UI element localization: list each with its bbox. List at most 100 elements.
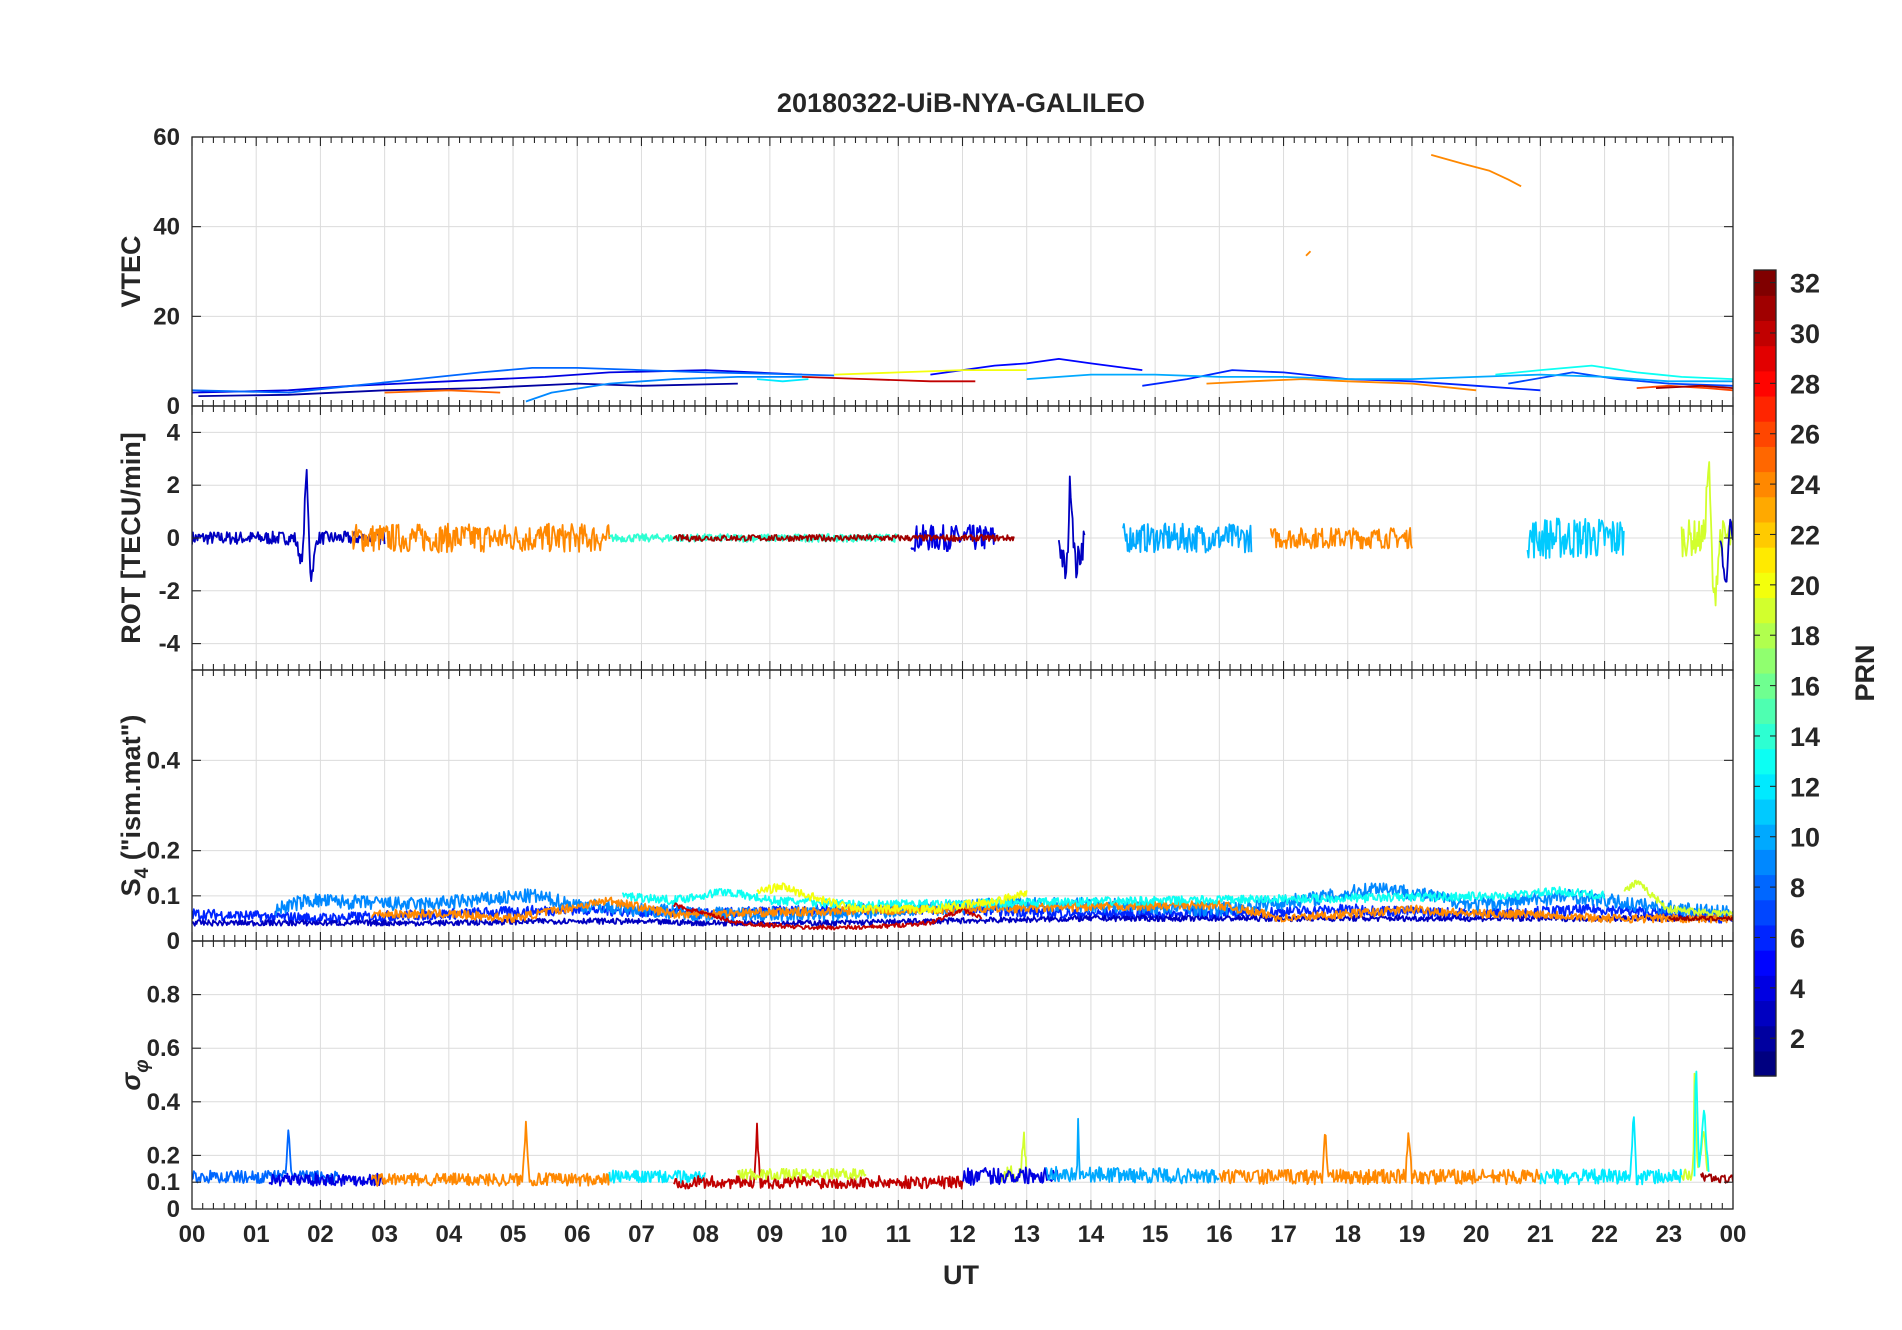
trace-prn-13 — [1495, 364, 1733, 380]
x-tick-label: 01 — [243, 1221, 270, 1248]
colorbar-segment — [1754, 748, 1776, 775]
colorbar-segment — [1754, 446, 1776, 473]
panel-sigma: 00.10.2 0.4 0.6 0.8 σφ — [116, 940, 1734, 1223]
x-tick-label: 10 — [821, 1221, 848, 1248]
y-tick-label: 0 — [167, 525, 180, 552]
trace-prn-19 — [1680, 1072, 1709, 1181]
colorbar-segment — [1754, 849, 1776, 876]
sigma-traces — [192, 1070, 1733, 1190]
trace-prn-31 — [1655, 384, 1733, 389]
colorbar-segment — [1754, 295, 1776, 321]
colorbar-tick-label: 14 — [1790, 722, 1820, 752]
y-tick-label: 0 — [167, 1196, 180, 1223]
trace-prn-12 — [756, 378, 809, 383]
trace-prn-20 — [834, 369, 1027, 376]
colorbar-tick-label: 12 — [1790, 772, 1820, 802]
trace-prn-20 — [756, 882, 1028, 915]
x-tick-label: 20 — [1463, 1221, 1490, 1248]
x-tick-label: 15 — [1142, 1221, 1169, 1248]
x-tick-label: 19 — [1399, 1221, 1426, 1248]
x-tick-label: 03 — [371, 1221, 398, 1248]
colorbar-segment — [1754, 345, 1776, 372]
panel-vtec: 0 20 40 60 VTEC — [116, 124, 1734, 420]
colorbar-segment — [1754, 496, 1776, 523]
colorbar-segment — [1754, 874, 1776, 901]
x-tick-label: 12 — [949, 1221, 976, 1248]
x-tick-label: 13 — [1013, 1221, 1040, 1248]
trace-prn-31 — [672, 534, 1015, 543]
x-tick-label: 17 — [1270, 1221, 1297, 1248]
x-tick-label: 00 — [179, 1221, 206, 1248]
trace-prn-24 — [1305, 250, 1312, 257]
colorbar-segment — [1754, 698, 1776, 724]
trace-prn-4 — [961, 1166, 1060, 1186]
colorbar-frame — [1753, 269, 1777, 1077]
trace-prn-31 — [1700, 1172, 1733, 1184]
y-tick-label: -2 — [159, 578, 180, 605]
colorbar-segment — [1754, 647, 1776, 674]
trace-prn-9 — [525, 376, 802, 403]
trace-prn-19 — [1623, 879, 1733, 917]
colorbar-segment — [1754, 673, 1776, 699]
trace-prn-3 — [1719, 518, 1733, 583]
colorbar-segment — [1754, 597, 1776, 624]
colorbar-tick-label: 16 — [1790, 672, 1820, 702]
colorbar-tick-label: 2 — [1790, 1024, 1805, 1054]
trace-prn-10 — [1045, 1117, 1220, 1185]
colorbar-segment — [1754, 773, 1776, 800]
vtec-y-label: VTEC — [116, 235, 146, 307]
colorbar-segment — [1754, 370, 1776, 397]
trace-prn-4 — [910, 524, 996, 552]
trace-prn-19 — [736, 1167, 867, 1181]
colorbar-segment — [1754, 622, 1776, 649]
y-tick-label: 0 — [167, 928, 180, 955]
y-tick-label: 0.2 — [147, 838, 180, 865]
colorbar-tick-label: 6 — [1790, 923, 1805, 953]
y-tick-label: 0.4 — [147, 1089, 181, 1116]
colorbar-tick-label: 18 — [1790, 621, 1820, 651]
x-tick-label: 08 — [692, 1221, 719, 1248]
x-tick-label: 22 — [1591, 1221, 1618, 1248]
y-tick-label: 0.1 — [147, 1169, 180, 1196]
trace-prn-30 — [672, 1122, 964, 1190]
x-tick-label: 21 — [1527, 1221, 1554, 1248]
x-tick-label: 07 — [628, 1221, 655, 1248]
trace-prn-30 — [801, 376, 976, 383]
rot-traces — [192, 461, 1733, 607]
colorbar-segment — [1754, 395, 1776, 422]
x-axis-label: UT — [943, 1260, 979, 1290]
trace-prn-30 — [672, 902, 983, 931]
y-tick-label: 0 — [167, 393, 180, 420]
colorbar-segment — [1754, 270, 1776, 296]
trace-prn-31 — [1667, 915, 1733, 922]
colorbar-tick-label: 20 — [1790, 571, 1820, 601]
colorbar-segment — [1754, 521, 1776, 548]
trace-prn-10 — [1026, 373, 1733, 383]
x-tick-label: 14 — [1078, 1221, 1105, 1248]
trace-prn-12 — [608, 1169, 707, 1185]
trace-prn-24 — [1269, 527, 1413, 550]
trace-prn-24 — [1206, 378, 1477, 392]
chart-title: 20180322-UiB-NYA-GALILEO — [777, 88, 1145, 118]
x-tick-label: 06 — [564, 1221, 591, 1248]
y-tick-label: -4 — [159, 631, 181, 658]
trace-prn-11 — [1526, 517, 1625, 560]
trace-prn-7 — [1508, 371, 1733, 387]
colorbar-segment — [1754, 798, 1776, 825]
trace-prn-19 — [1000, 1131, 1028, 1183]
trace-prn-10 — [1122, 522, 1253, 554]
trace-prn-24 — [1430, 154, 1522, 188]
colorbar-segment — [1754, 950, 1776, 976]
trace-prn-13 — [621, 886, 1606, 910]
colorbar-tick-label: 4 — [1790, 974, 1805, 1004]
trace-prn-19 — [1680, 461, 1733, 607]
colorbar-segment — [1754, 320, 1776, 347]
colorbar-segment — [1754, 1000, 1776, 1027]
y-tick-label: 0.6 — [147, 1035, 180, 1062]
x-tick-label: 02 — [307, 1221, 334, 1248]
y-tick-label: 40 — [153, 214, 180, 241]
colorbar-tick-label: 22 — [1790, 520, 1820, 550]
